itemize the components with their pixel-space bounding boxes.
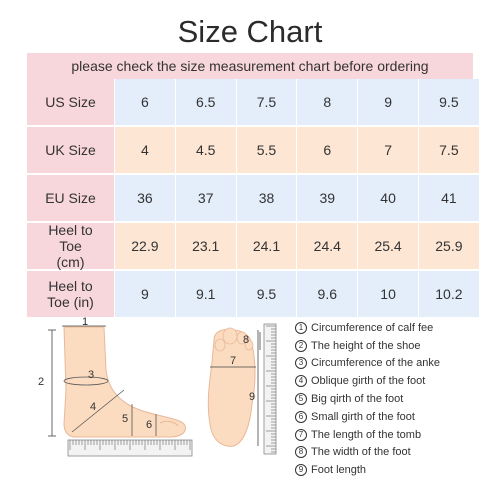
subtitle-banner: please check the size measurement chart … xyxy=(27,53,473,79)
diagram-label-2: 2 xyxy=(38,376,44,388)
table-cell: 24.4 xyxy=(297,223,358,269)
row-label-heel-to-toe-cm: Heel to Toe (cm) xyxy=(27,222,114,270)
measurement-legend: 1 Circumference of calf fee 2 The height o… xyxy=(295,319,495,479)
legend-item: 6 Small girth of the foot xyxy=(295,408,495,426)
diagram-label-1: 1 xyxy=(82,316,88,328)
table-cell: 4.5 xyxy=(175,127,236,173)
table-cell: 9.1 xyxy=(175,271,236,317)
diagram-label-4: 4 xyxy=(90,401,96,413)
diagram-label-7: 7 xyxy=(230,355,236,367)
table-cell: 41 xyxy=(418,175,479,221)
legend-text: Foot length xyxy=(311,464,367,477)
number-circle-icon: 9 xyxy=(295,464,307,477)
legend-item: 5 Big qirth of the foot xyxy=(295,390,495,408)
number-circle-icon: 7 xyxy=(295,428,307,441)
table-cell: 9.6 xyxy=(297,271,358,317)
diagram-label-3: 3 xyxy=(88,369,94,381)
legend-text: Oblique girth of the foot xyxy=(311,375,426,388)
page-title: Size Chart xyxy=(177,14,323,49)
legend-text: Small girth of the foot xyxy=(311,410,415,423)
legend-item: 3 Circumference of the anke xyxy=(295,355,495,373)
number-circle-icon: 3 xyxy=(295,357,307,370)
table-cell: 6 xyxy=(115,79,175,125)
table-cell: 38 xyxy=(236,175,297,221)
table-cell: 25.4 xyxy=(358,223,418,269)
number-circle-icon: 6 xyxy=(295,410,307,423)
table-cell: 9.5 xyxy=(236,271,297,317)
table-cell: 9.5 xyxy=(418,79,479,125)
number-circle-icon: 1 xyxy=(295,321,307,334)
diagram-label-6: 6 xyxy=(146,419,152,431)
legend-item: 1 Circumference of calf fee xyxy=(295,319,495,337)
legend-text: The width of the foot xyxy=(311,446,411,459)
table-cell: 9 xyxy=(115,271,175,317)
table-cell: 36 xyxy=(115,175,175,221)
table-cell: 10 xyxy=(358,271,418,317)
legend-text: The length of the tomb xyxy=(311,428,422,441)
table-cell: 7 xyxy=(358,127,418,173)
table-cell: 10.2 xyxy=(418,271,479,317)
legend-item: 8 The width of the foot xyxy=(295,444,495,462)
row-label-eu-size: EU Size xyxy=(27,175,114,221)
number-circle-icon: 8 xyxy=(295,446,307,459)
legend-item: 7 The length of the tomb xyxy=(295,426,495,444)
table-cell: 22.9 xyxy=(115,223,175,269)
legend-text: Circumference of calf fee xyxy=(311,321,434,334)
table-cell: 6 xyxy=(297,127,358,173)
table-cell: 7.5 xyxy=(418,127,479,173)
diagram-label-9: 9 xyxy=(249,391,255,403)
side-foot-illustration xyxy=(63,326,186,438)
table-cell: 23.1 xyxy=(175,223,236,269)
diagram-label-5: 5 xyxy=(122,413,128,425)
table-cell: 4 xyxy=(115,127,175,173)
legend-text: Circumference of the anke xyxy=(311,357,441,370)
table-cell: 7.5 xyxy=(236,79,297,125)
table-cell: 37 xyxy=(175,175,236,221)
size-table: US Size 6 6.5 7.5 8 9 9.5 UK Size 4 4.5 … xyxy=(27,79,479,317)
table-cell: 39 xyxy=(297,175,358,221)
legend-item: 4 Oblique girth of the foot xyxy=(295,372,495,390)
table-cell: 5.5 xyxy=(236,127,297,173)
number-circle-icon: 2 xyxy=(295,339,307,352)
legend-text: The height of the shoe xyxy=(311,339,421,352)
legend-item: 9 Foot length xyxy=(295,461,495,479)
table-cell: 25.9 xyxy=(418,223,479,269)
row-label-uk-size: UK Size xyxy=(27,127,114,173)
row-label-us-size: US Size xyxy=(27,79,114,125)
row-label-heel-to-toe-in: Heel to Toe (in) xyxy=(27,271,114,317)
table-cell: 40 xyxy=(358,175,418,221)
legend-item: 2 The height of the shoe xyxy=(295,337,495,355)
table-cell: 8 xyxy=(297,79,358,125)
number-circle-icon: 5 xyxy=(295,393,307,406)
number-circle-icon: 4 xyxy=(295,375,307,388)
table-cell: 9 xyxy=(358,79,418,125)
legend-text: Big qirth of the foot xyxy=(311,393,404,406)
foot-measurement-diagram: 1 2 3 4 5 6 7 8 9 xyxy=(38,316,277,457)
diagram-label-8: 8 xyxy=(243,334,249,346)
table-cell: 24.1 xyxy=(236,223,297,269)
table-cell: 6.5 xyxy=(175,79,236,125)
